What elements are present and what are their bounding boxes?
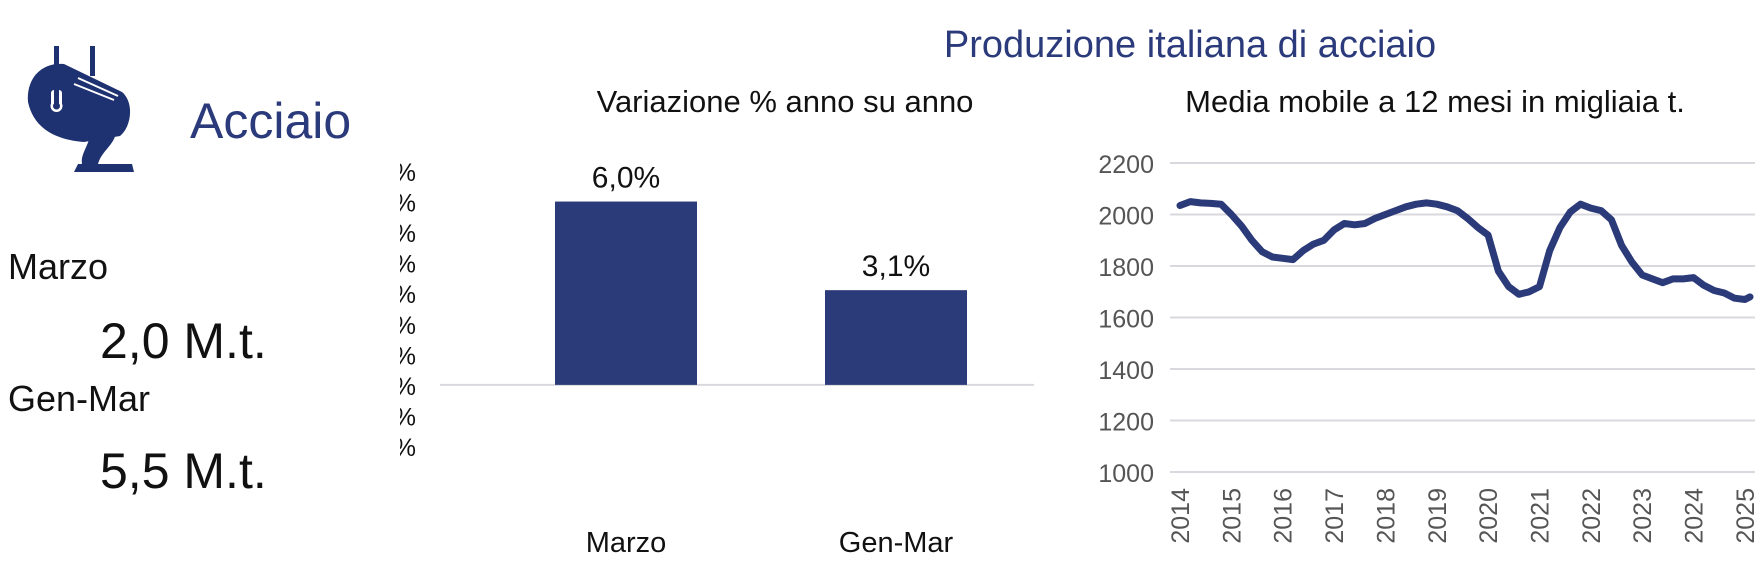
y-tick-label: 3% (400, 281, 416, 309)
bar-data-label: 6,0% (592, 162, 660, 195)
page-title: Produzione italiana di acciaio (943, 24, 1437, 66)
x-tick-label: 2015 (1218, 488, 1246, 544)
y-tick-label: 1% (400, 342, 416, 370)
y-tick-label: 2200 (1098, 151, 1154, 179)
x-tick-label: 2014 (1167, 488, 1195, 544)
x-tick-label: 2016 (1270, 488, 1298, 544)
y-tick-label: 1200 (1098, 409, 1154, 437)
y-tick-label: 1400 (1098, 357, 1154, 385)
x-tick-label: 2018 (1372, 488, 1400, 544)
x-tick-label: 2025 (1732, 488, 1755, 544)
x-tick-label: Gen-Mar (839, 527, 954, 559)
stat-value-month: 2,0 M.t. (100, 313, 267, 369)
line-chart-title: Media mobile a 12 mesi in migliaia t. (1185, 84, 1685, 119)
y-tick-label: -1% (400, 403, 416, 431)
steel-ladle-icon (27, 46, 134, 172)
stat-label-ytd: Gen-Mar (8, 378, 151, 419)
bar-chart-title: Variazione % anno su anno (596, 84, 974, 119)
y-tick-label: 0% (400, 373, 416, 401)
x-tick-label: 2021 (1526, 488, 1554, 544)
bar-chart: 7% 6%5% 4%3% 2%1% 0% -1% -2% 6,0% Marzo 3,1% Gen-M… (400, 159, 1034, 559)
y-tick-label: 1600 (1098, 306, 1154, 334)
x-tick-label: 2024 (1681, 488, 1709, 544)
y-tick-label: 6% (400, 190, 416, 218)
y-tick-label: 5% (400, 220, 416, 248)
bar-data-label: 3,1% (862, 250, 930, 283)
series-line (1176, 198, 1754, 303)
y-tick-label: -2% (400, 434, 416, 462)
stat-value-ytd: 5,5 M.t. (100, 443, 267, 499)
y-tick-label: 2000 (1098, 203, 1154, 231)
y-tick-label: 1000 (1098, 460, 1154, 488)
x-tick-label: Marzo (586, 527, 667, 559)
x-tick-label: 2022 (1578, 488, 1606, 544)
y-tick-label: 4% (400, 251, 416, 279)
x-tick-label: 2017 (1321, 488, 1349, 544)
bar-marzo (555, 201, 697, 385)
brand-label: Acciaio (190, 93, 352, 149)
line-chart: 2200 2000 1800 1600 1400 1200 1000 2014 2015 2016… (1098, 151, 1755, 544)
y-tick-label: 1800 (1098, 254, 1154, 282)
bar-gen-mar (825, 290, 967, 385)
y-tick-label: 2% (400, 312, 416, 340)
x-tick-label: 2020 (1475, 488, 1503, 544)
y-tick-label: 7% (400, 159, 416, 187)
x-tick-label: 2019 (1424, 488, 1452, 544)
x-tick-label: 2023 (1629, 488, 1657, 544)
stat-label-month: Marzo (8, 246, 109, 287)
